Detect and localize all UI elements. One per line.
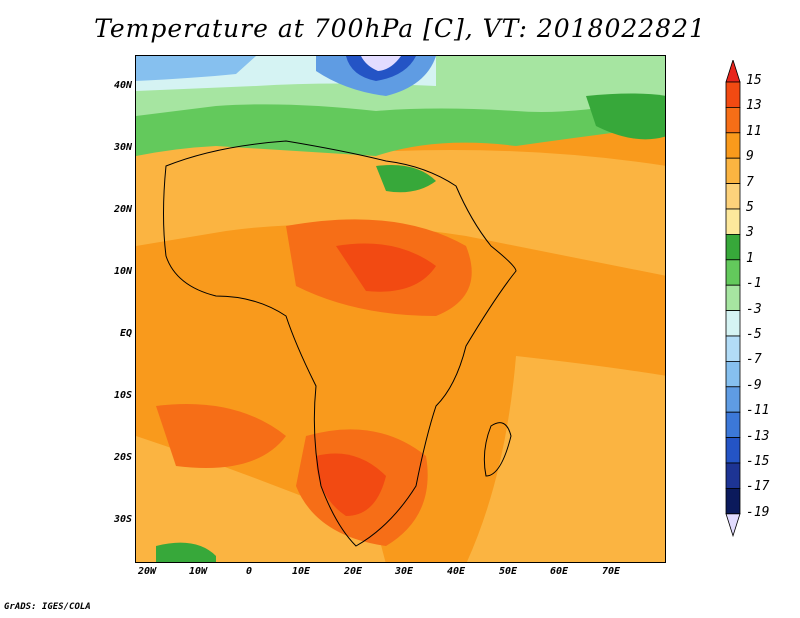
lon-label-60e: 60E <box>549 566 569 577</box>
colorbar-box <box>725 259 741 286</box>
colorbar-box <box>725 81 741 108</box>
colorbar-label: 13 <box>746 98 762 114</box>
colorbar-label: -3 <box>746 301 762 317</box>
colorbar-box <box>725 233 741 261</box>
colorbar-box <box>725 411 741 439</box>
map-title: Temperature at 700hPa [C], VT: 201802282… <box>94 14 706 43</box>
footer-credit: GrADS: IGES/COLA <box>4 602 91 612</box>
colorbar-box <box>725 386 741 413</box>
lon-label-10e: 10E <box>291 566 311 577</box>
colorbar-label: -9 <box>746 377 762 393</box>
lon-label-10w: 10W <box>188 566 208 577</box>
colorbar-label: -1 <box>746 276 762 292</box>
lon-label-50e: 50E <box>498 566 518 577</box>
lon-label-30e: 30E <box>394 566 414 577</box>
colorbar-box <box>725 183 741 210</box>
colorbar-box <box>725 462 741 489</box>
colorbar-box <box>725 208 741 235</box>
colorbar-label: 3 <box>746 225 754 241</box>
colorbar-box <box>725 284 741 311</box>
lat-label-20s: 20S <box>113 452 132 463</box>
lon-label-0: 0 <box>245 566 253 577</box>
colorbar-label: -19 <box>746 504 770 520</box>
colorbar-label: -5 <box>746 327 762 342</box>
colorbar <box>725 60 741 538</box>
colorbar-box <box>725 132 741 159</box>
colorbar-label: 15 <box>746 73 762 88</box>
colorbar-box <box>725 157 741 184</box>
colorbar-label: 1 <box>746 250 754 266</box>
colorbar-label: -15 <box>746 454 770 469</box>
colorbar-label: -17 <box>746 479 770 495</box>
colorbar-box <box>725 360 741 388</box>
colorbar-label: 7 <box>746 174 754 190</box>
colorbar-box <box>725 107 741 134</box>
colorbar-label: -13 <box>746 428 770 444</box>
lon-label-20w: 20W <box>137 566 157 577</box>
lat-label-30s: 30S <box>113 514 132 525</box>
lat-label-40n: 40N <box>113 80 132 91</box>
colorbar-label: -7 <box>746 352 762 368</box>
colorbar-label: 11 <box>746 123 762 139</box>
lon-label-70e: 70E <box>601 566 621 577</box>
colorbar-label: -11 <box>746 403 770 419</box>
colorbar-box <box>725 310 741 337</box>
temperature-field <box>136 56 665 562</box>
temperature-map <box>135 55 666 563</box>
colorbar-box <box>725 437 741 464</box>
colorbar-box <box>725 335 741 362</box>
lon-label-40e: 40E <box>446 566 466 577</box>
lon-label-20e: 20E <box>343 566 363 577</box>
lat-label-eq: EQ <box>119 328 132 339</box>
lat-label-30n: 30N <box>113 142 132 153</box>
colorbar-label: 9 <box>746 149 754 165</box>
colorbar-top-triangle <box>725 60 741 83</box>
lat-label-10n: 10N <box>113 266 132 277</box>
colorbar-box <box>725 487 741 515</box>
lat-label-10s: 10S <box>113 390 132 401</box>
colorbar-bottom-triangle <box>725 513 741 538</box>
lat-label-20n: 20N <box>113 204 132 215</box>
colorbar-label: 5 <box>746 200 754 215</box>
